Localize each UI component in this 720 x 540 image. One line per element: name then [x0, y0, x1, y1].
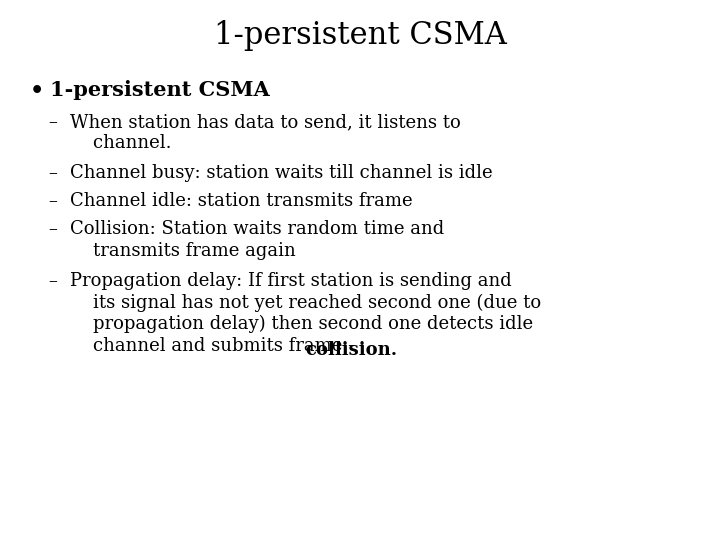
Text: Channel busy: station waits till channel is idle: Channel busy: station waits till channel… — [70, 164, 492, 183]
Text: –: – — [48, 220, 57, 239]
Text: –: – — [48, 272, 57, 290]
Text: –: – — [48, 192, 57, 211]
Text: Propagation delay: If first station is sending and
    its signal has not yet re: Propagation delay: If first station is s… — [70, 272, 541, 355]
Text: –: – — [48, 113, 57, 131]
Text: collision.: collision. — [305, 341, 397, 359]
Text: When station has data to send, it listens to
    channel.: When station has data to send, it listen… — [70, 113, 461, 152]
Text: –: – — [48, 164, 57, 183]
Text: 1-persistent CSMA: 1-persistent CSMA — [50, 80, 270, 100]
Text: Collision: Station waits random time and
    transmits frame again: Collision: Station waits random time and… — [70, 220, 444, 260]
Text: Channel idle: station transmits frame: Channel idle: station transmits frame — [70, 192, 413, 211]
Text: 1-persistent CSMA: 1-persistent CSMA — [214, 20, 506, 51]
Text: •: • — [30, 80, 44, 102]
